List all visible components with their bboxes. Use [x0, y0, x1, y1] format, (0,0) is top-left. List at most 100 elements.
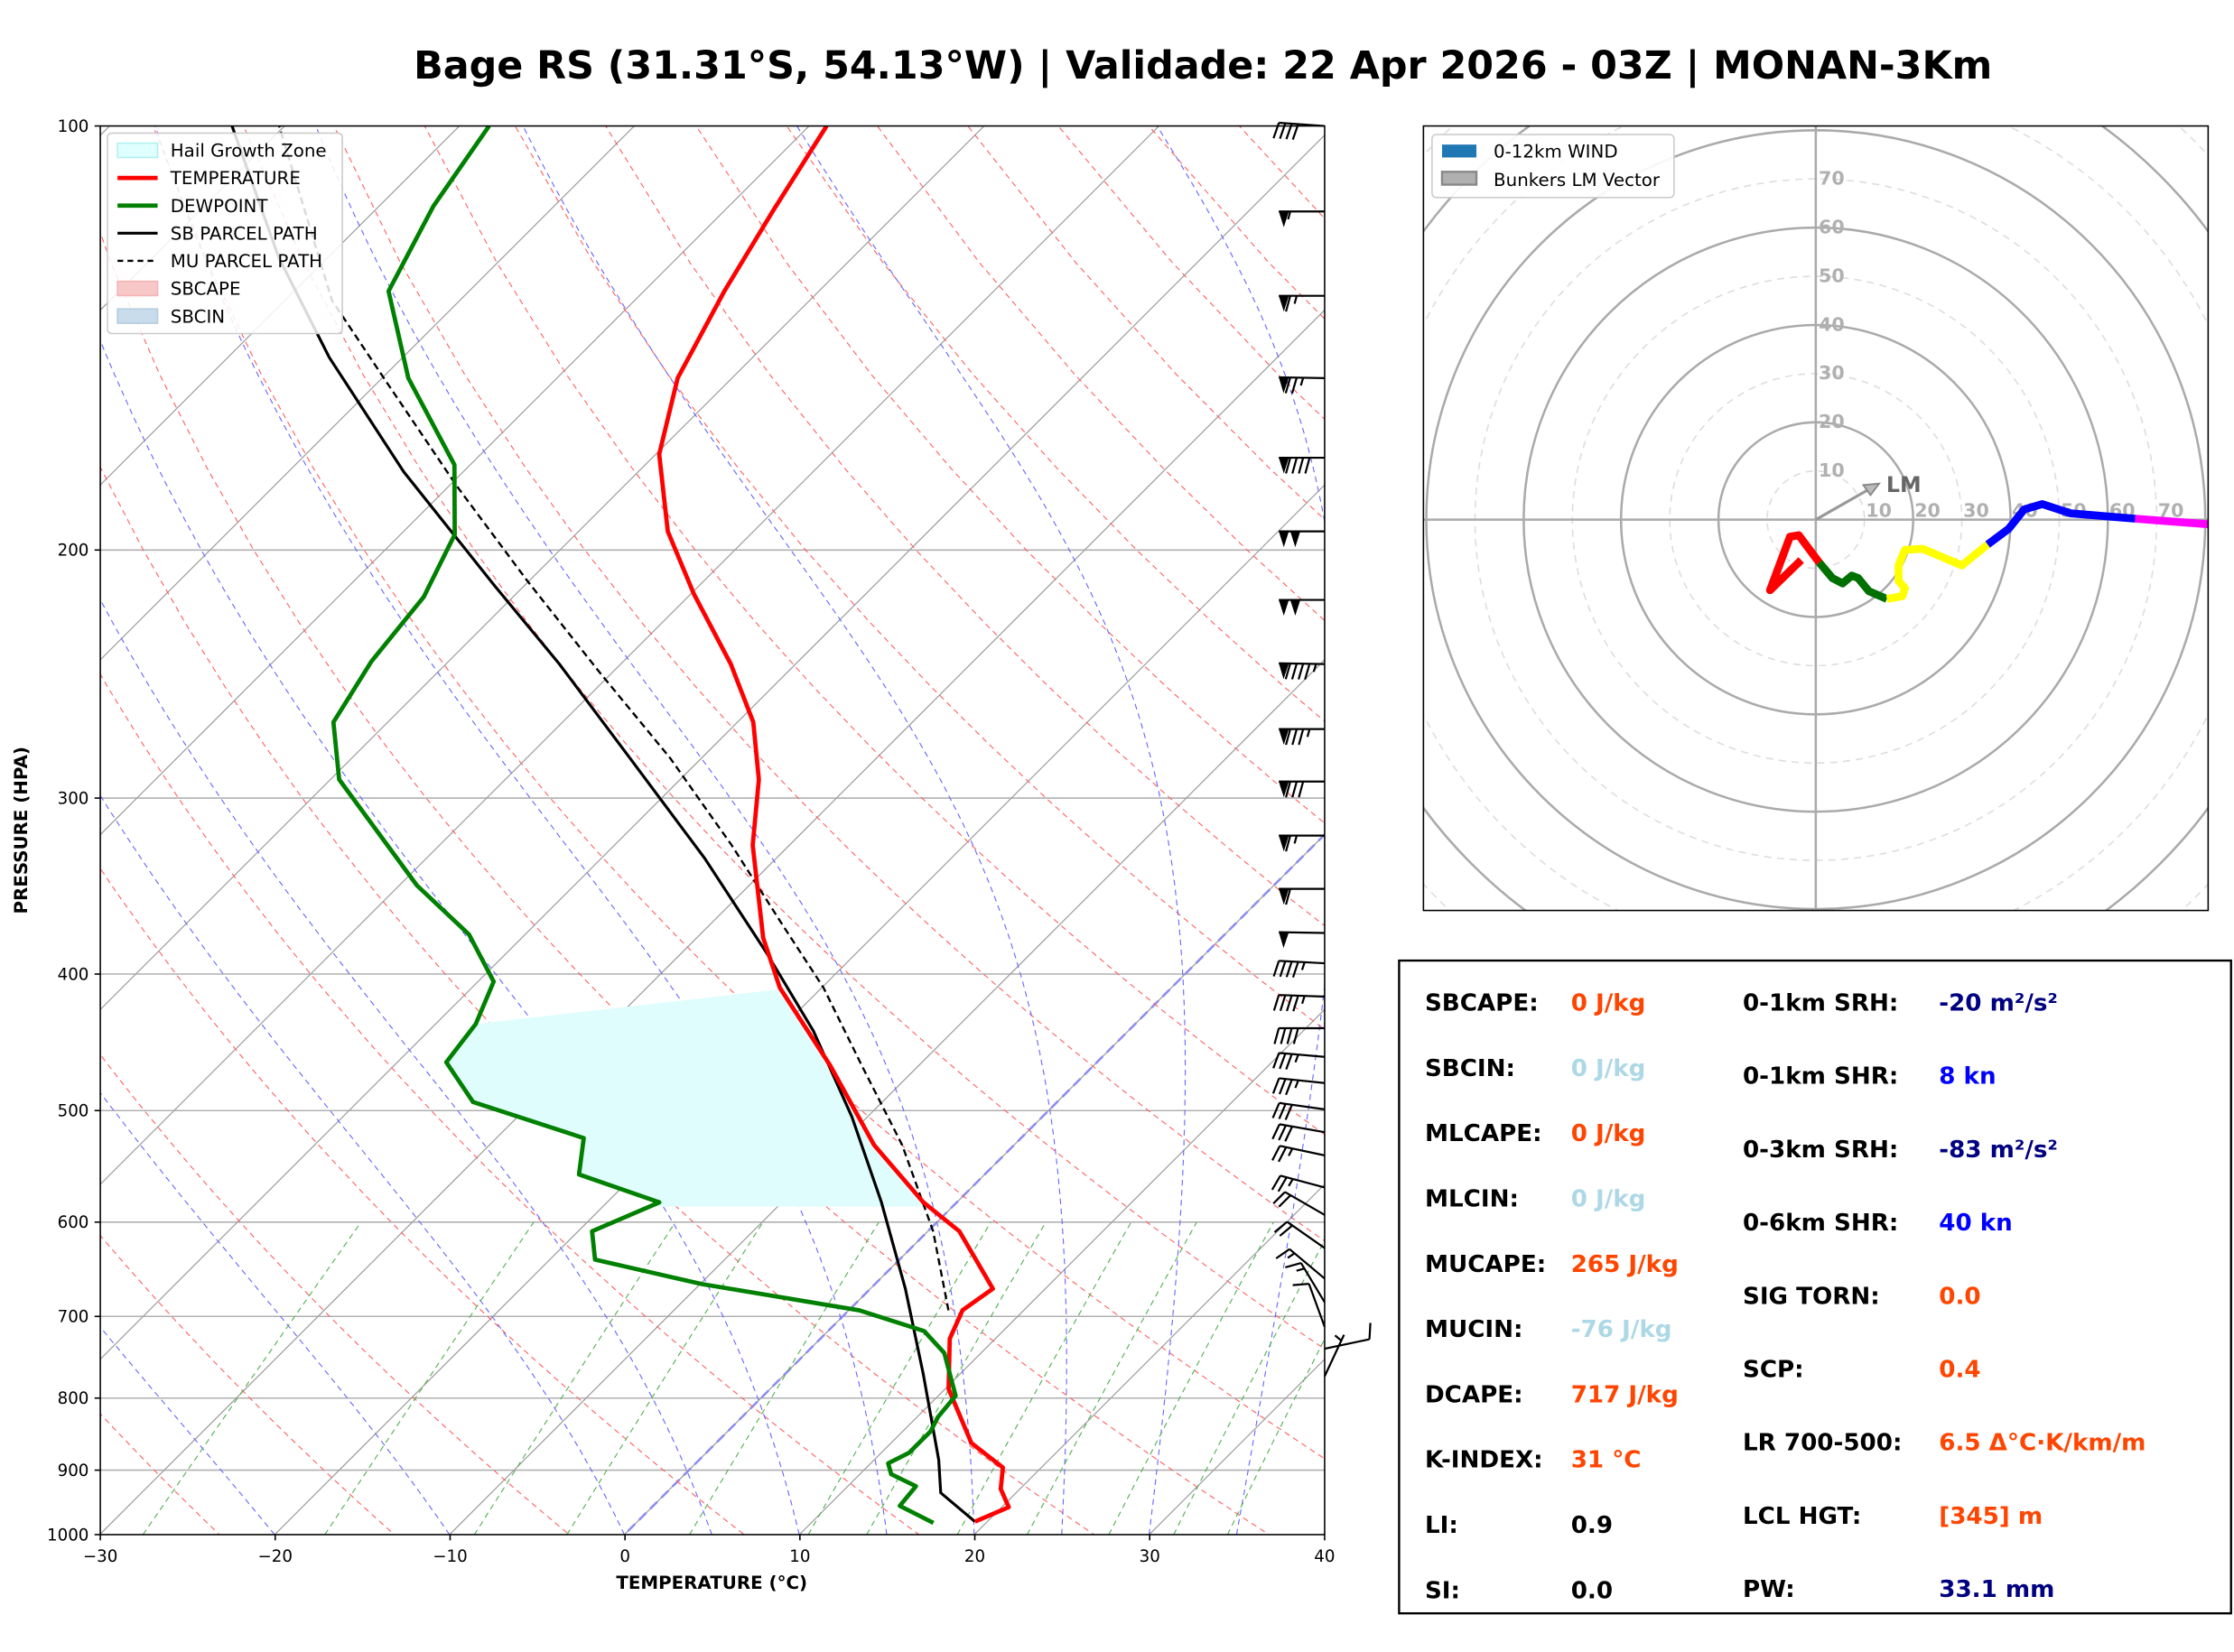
- wind-barb: [1324, 1323, 1372, 1350]
- barb-staff: [1299, 1262, 1326, 1304]
- barb-flag: [1279, 663, 1289, 680]
- hail-growth-zone: [446, 988, 929, 1207]
- moist-adiabat-line: [1156, 125, 1325, 1535]
- isotherm-line: [100, 125, 985, 1011]
- stat-label: MLCIN:: [1425, 1186, 1519, 1213]
- isotherm-line: [100, 134, 1325, 1360]
- barb-full: [1284, 376, 1291, 394]
- wind-barb: [1272, 1052, 1326, 1070]
- stat-value: -83 m²/s²: [1939, 1137, 2058, 1164]
- stat-value: -76 J/kg: [1571, 1316, 1672, 1343]
- legend-entry: Hail Growth Zone: [171, 141, 327, 162]
- wind-barb: [1323, 1334, 1345, 1378]
- isotherm-line: [100, 125, 461, 487]
- barb-full: [1285, 123, 1293, 140]
- isotherm-line: [973, 1183, 1325, 1535]
- barb-staff: [1279, 1052, 1326, 1058]
- dry-adiabat-line: [424, 125, 1325, 1136]
- wind-barb: [1279, 210, 1325, 227]
- ring-label-vertical: 50: [1819, 265, 1845, 286]
- barb-full: [1273, 1220, 1289, 1233]
- dry-adiabat-line: [100, 1053, 571, 1535]
- legend-entry: TEMPERATURE: [170, 168, 301, 189]
- wind-barb: [1271, 1077, 1326, 1096]
- barb-full: [1271, 1102, 1280, 1118]
- isotherm-line: [100, 309, 1325, 1535]
- barb-full: [1285, 835, 1291, 852]
- wind-barb: [1272, 994, 1325, 1012]
- x-tick-label: 20: [964, 1547, 985, 1566]
- barb-flag: [1279, 781, 1289, 798]
- hodograph-legend-entry: Bunkers LM Vector: [1494, 170, 1661, 190]
- hodograph-segment: [1816, 560, 1889, 603]
- wind-barb: [1285, 1262, 1326, 1304]
- barb-staff: [1286, 1220, 1326, 1249]
- barb-staff: [1279, 1077, 1326, 1084]
- barb-full: [1285, 729, 1291, 746]
- stat-value: 0.0: [1939, 1283, 1980, 1310]
- ring-label-vertical: 30: [1819, 362, 1845, 384]
- hodograph-segment: [1885, 541, 1990, 603]
- mixing-ratio-line: [1108, 1221, 1274, 1535]
- y-tick-label: 800: [58, 1389, 89, 1408]
- barb-full: [1271, 1078, 1280, 1094]
- barb-full: [1272, 122, 1280, 139]
- dry-adiabat-line: [100, 868, 746, 1535]
- barb-full: [1285, 781, 1291, 798]
- wind-barb: [1279, 599, 1325, 617]
- hodograph-legend: 0-12km WIND Bunkers LM Vector: [1431, 134, 1675, 199]
- barb-flag: [1289, 531, 1300, 548]
- barb-full: [1275, 1248, 1290, 1259]
- mixing-ratio-line: [1026, 1221, 1197, 1535]
- lm-arrowhead: [1861, 482, 1882, 497]
- barb-full: [1304, 664, 1311, 681]
- barb-full: [1278, 1125, 1287, 1141]
- stat-value: 0.4: [1939, 1357, 1980, 1384]
- x-tick-label: 10: [789, 1547, 810, 1566]
- barb-flag: [1279, 835, 1289, 852]
- barb-full: [1271, 1123, 1280, 1140]
- barb-full: [1284, 663, 1291, 680]
- barb-flag: [1289, 599, 1300, 617]
- lm-label: LM: [1886, 472, 1922, 497]
- barb-staff: [1280, 1174, 1326, 1189]
- moist-adiabat-line: [100, 1091, 451, 1535]
- barb-half: [1288, 1178, 1294, 1187]
- mixing-ratio-line: [1173, 1239, 1325, 1535]
- wind-barb: [1272, 121, 1326, 140]
- dry-adiabat-line: [100, 465, 1095, 1535]
- barb-full: [1291, 781, 1299, 798]
- zero-isotherm-line: [622, 832, 1325, 1535]
- barb-full: [1272, 994, 1280, 1011]
- dry-adiabat-line: [100, 1413, 220, 1535]
- wind-barb: [1272, 1191, 1326, 1216]
- barb-full: [1286, 995, 1293, 1012]
- ring-label-vertical: 10: [1819, 459, 1845, 481]
- wind-barb: [1279, 456, 1325, 474]
- wind-barb: [1279, 780, 1325, 798]
- stat-label: 0-6km SHR:: [1743, 1210, 1898, 1237]
- mixing-ratio-line: [142, 1221, 362, 1535]
- wind-barb: [1279, 662, 1325, 681]
- barb-full: [1273, 1027, 1280, 1044]
- x-tick-label: −30: [83, 1547, 117, 1566]
- barb-staff: [1279, 994, 1325, 998]
- barb-flag: [1279, 599, 1289, 617]
- legend-swatch: [116, 142, 159, 159]
- dry-adiabat-line: [100, 673, 920, 1535]
- stat-value: -20 m²/s²: [1939, 990, 2058, 1017]
- ring-label-vertical: 40: [1819, 313, 1845, 335]
- stat-label: 0-1km SRH:: [1743, 990, 1898, 1017]
- legend-swatch: [116, 308, 159, 324]
- temperature-line: [656, 125, 1011, 1524]
- barb-staff: [1280, 1145, 1326, 1156]
- barb-full: [1285, 961, 1293, 978]
- barb-flag: [1279, 211, 1289, 227]
- barb-half: [1306, 729, 1311, 738]
- stat-label: SIG TORN:: [1743, 1283, 1880, 1310]
- barb-full: [1285, 1262, 1302, 1269]
- barb-full: [1277, 1176, 1288, 1193]
- x-tick-label: 30: [1140, 1547, 1160, 1566]
